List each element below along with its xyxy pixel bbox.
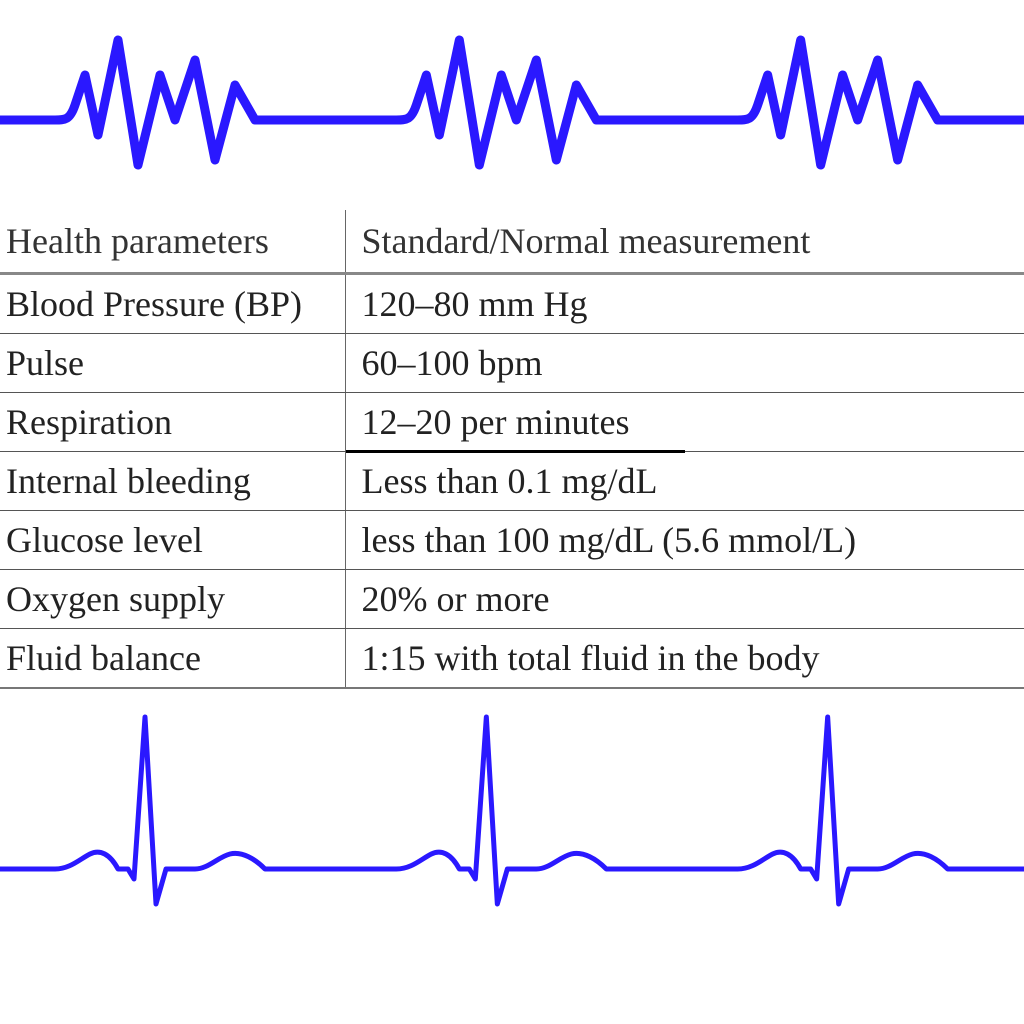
cell-measurement: less than 100 mg/dL (5.6 mmol/L)	[345, 511, 1024, 570]
cell-parameter: Blood Pressure (BP)	[0, 274, 345, 334]
cell-measurement: 120–80 mm Hg	[345, 274, 1024, 334]
table-row: Respiration12–20 per minutes	[0, 393, 1024, 452]
page: Health parameters Standard/Normal measur…	[0, 0, 1024, 1024]
cell-parameter: Glucose level	[0, 511, 345, 570]
health-parameters-table: Health parameters Standard/Normal measur…	[0, 210, 1024, 689]
table-row: Glucose levelless than 100 mg/dL (5.6 mm…	[0, 511, 1024, 570]
table-row: Fluid balance1:15 with total fluid in th…	[0, 629, 1024, 689]
health-parameters-table-container: Health parameters Standard/Normal measur…	[0, 200, 1024, 689]
cell-measurement: 20% or more	[345, 570, 1024, 629]
table-header-row: Health parameters Standard/Normal measur…	[0, 210, 1024, 274]
cell-measurement: 1:15 with total fluid in the body	[345, 629, 1024, 689]
header-measurement: Standard/Normal measurement	[345, 210, 1024, 274]
ecg-waveform-bottom	[0, 699, 1024, 919]
cell-parameter: Respiration	[0, 393, 345, 452]
cell-measurement: 60–100 bpm	[345, 334, 1024, 393]
ecg-waveform-top	[0, 0, 1024, 200]
table-row: Oxygen supply20% or more	[0, 570, 1024, 629]
header-parameter: Health parameters	[0, 210, 345, 274]
cell-parameter: Fluid balance	[0, 629, 345, 689]
cell-parameter: Oxygen supply	[0, 570, 345, 629]
cell-parameter: Internal bleeding	[0, 452, 345, 511]
table-row: Internal bleedingLess than 0.1 mg/dL	[0, 452, 1024, 511]
cell-parameter: Pulse	[0, 334, 345, 393]
table-row: Pulse60–100 bpm	[0, 334, 1024, 393]
table-row: Blood Pressure (BP)120–80 mm Hg	[0, 274, 1024, 334]
cell-measurement: Less than 0.1 mg/dL	[345, 452, 1024, 511]
cell-measurement: 12–20 per minutes	[345, 393, 1024, 452]
